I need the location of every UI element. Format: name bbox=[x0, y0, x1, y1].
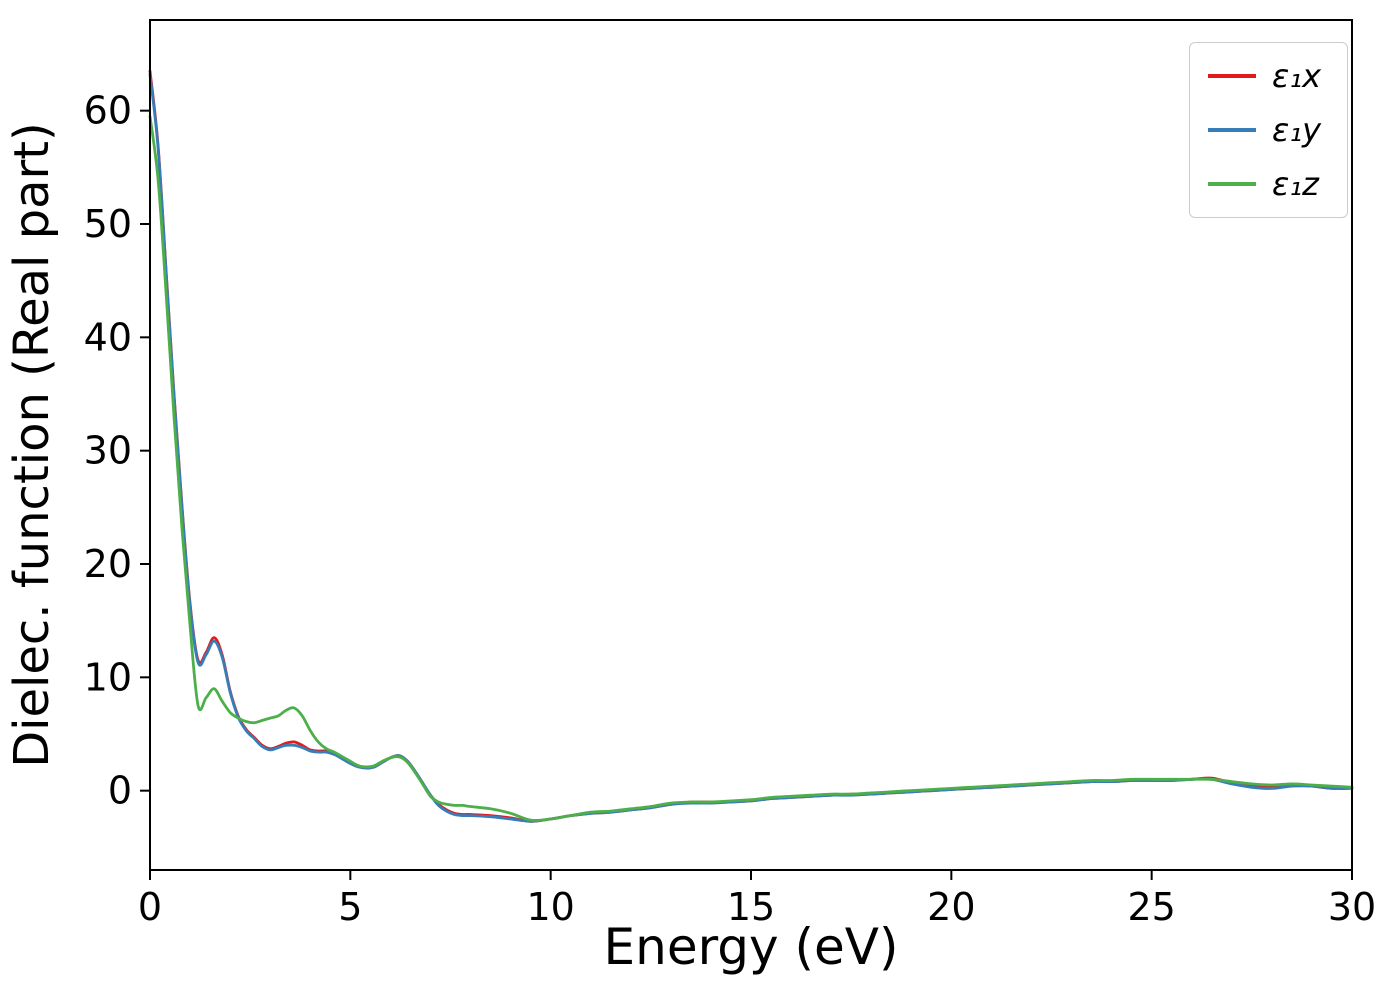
y-tick-label: 0 bbox=[108, 769, 132, 813]
x-tick-label: 25 bbox=[1127, 885, 1175, 929]
y-tick-label: 10 bbox=[84, 655, 132, 699]
legend-line-swatch bbox=[1207, 128, 1256, 132]
x-tick-label: 20 bbox=[927, 885, 975, 929]
legend-line-swatch bbox=[1207, 182, 1256, 186]
x-tick-label: 5 bbox=[338, 885, 362, 929]
x-tick-label: 0 bbox=[138, 885, 162, 929]
series-line-2 bbox=[148, 114, 1354, 822]
legend: ε₁x ε₁y ε₁z bbox=[1188, 42, 1348, 218]
legend-label: ε₁x bbox=[1271, 57, 1321, 95]
x-tick-label: 15 bbox=[727, 885, 775, 929]
y-tick-label: 50 bbox=[84, 202, 132, 246]
legend-entry-2: ε₁z bbox=[1207, 165, 1321, 203]
plot-spines bbox=[149, 19, 1353, 871]
y-tick-label: 60 bbox=[84, 89, 132, 133]
series-line-0 bbox=[148, 69, 1354, 823]
legend-entry-1: ε₁y bbox=[1207, 111, 1321, 149]
legend-label: ε₁y bbox=[1271, 111, 1321, 149]
legend-label: ε₁z bbox=[1271, 165, 1319, 203]
x-tick-label: 30 bbox=[1328, 885, 1376, 929]
legend-line-swatch bbox=[1207, 74, 1256, 78]
legend-entry-0: ε₁x bbox=[1207, 57, 1321, 95]
x-tick-label: 10 bbox=[526, 885, 574, 929]
y-tick-label: 30 bbox=[84, 429, 132, 473]
y-tick-label: 20 bbox=[84, 542, 132, 586]
y-tick-label: 40 bbox=[84, 315, 132, 359]
series-line-1 bbox=[148, 73, 1354, 823]
